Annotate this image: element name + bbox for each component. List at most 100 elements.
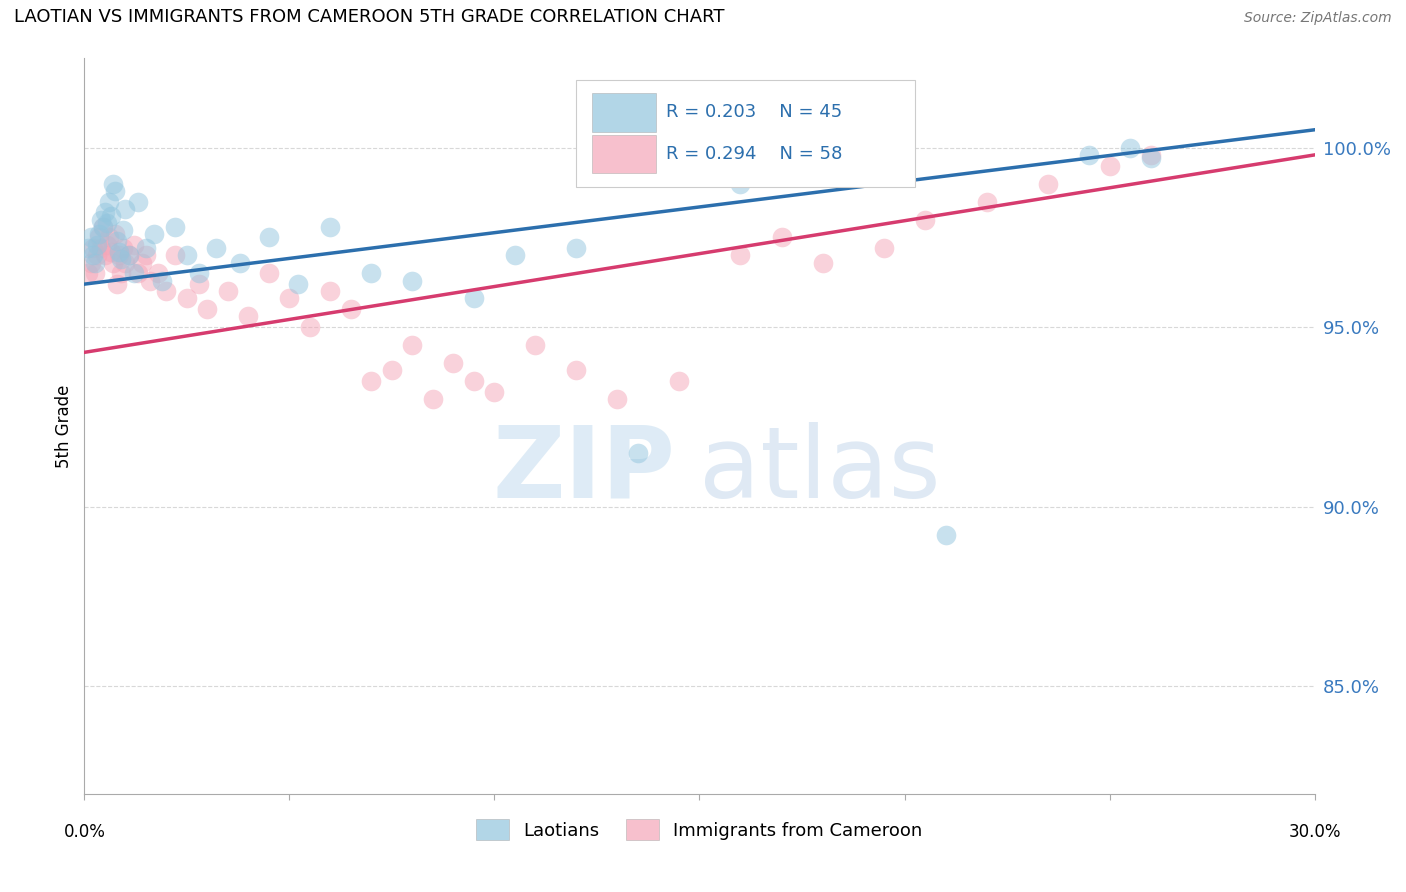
Point	[1078, 148, 1101, 162]
Point	[1036, 177, 1059, 191]
Point	[112, 241, 135, 255]
Point	[100, 209, 122, 223]
Point	[135, 241, 157, 255]
Text: Source: ZipAtlas.com: Source: ZipAtlas.com	[1244, 12, 1392, 25]
Text: R = 0.294    N = 58: R = 0.294 N = 58	[666, 145, 842, 162]
Point	[443, 356, 465, 370]
Point	[114, 255, 136, 269]
Point	[150, 274, 173, 288]
Point	[77, 241, 100, 255]
Point	[770, 230, 793, 244]
Point	[101, 255, 124, 269]
Point	[110, 266, 132, 280]
Point	[257, 266, 280, 280]
Point	[340, 302, 363, 317]
Point	[565, 241, 588, 255]
Point	[118, 248, 141, 262]
Point	[122, 266, 145, 280]
Point	[229, 255, 252, 269]
Text: R = 0.203    N = 45: R = 0.203 N = 45	[666, 103, 842, 121]
Point	[217, 285, 239, 299]
Point	[176, 248, 198, 262]
Point	[730, 248, 752, 262]
Point	[360, 266, 382, 280]
Point	[503, 248, 526, 262]
Point	[122, 237, 145, 252]
Point	[163, 248, 186, 262]
Point	[135, 248, 157, 262]
Point	[101, 177, 124, 191]
Point	[627, 446, 650, 460]
Point	[77, 266, 100, 280]
Point	[127, 266, 149, 280]
Point	[730, 177, 752, 191]
Point	[79, 255, 101, 269]
Point	[82, 248, 104, 262]
Point	[360, 374, 382, 388]
FancyBboxPatch shape	[592, 135, 657, 173]
Point	[96, 216, 118, 230]
Point	[79, 230, 101, 244]
Point	[1098, 159, 1121, 173]
Point	[976, 194, 998, 209]
Point	[463, 292, 485, 306]
Point	[298, 320, 321, 334]
Point	[94, 205, 117, 219]
Point	[278, 292, 301, 306]
Text: LAOTIAN VS IMMIGRANTS FROM CAMEROON 5TH GRADE CORRELATION CHART: LAOTIAN VS IMMIGRANTS FROM CAMEROON 5TH …	[14, 8, 724, 26]
Point	[94, 248, 117, 262]
Point	[108, 248, 131, 262]
Point	[118, 248, 141, 262]
Legend: Laotians, Immigrants from Cameroon: Laotians, Immigrants from Cameroon	[470, 812, 929, 847]
Point	[100, 244, 122, 259]
Point	[319, 285, 342, 299]
Text: 30.0%: 30.0%	[1288, 823, 1341, 841]
Point	[257, 230, 280, 244]
Point	[91, 219, 114, 234]
Point	[112, 223, 135, 237]
Point	[176, 292, 198, 306]
Point	[90, 241, 112, 255]
Point	[197, 302, 219, 317]
Point	[401, 338, 423, 352]
Point	[524, 338, 547, 352]
Point	[98, 230, 120, 244]
Point	[86, 237, 108, 252]
Point	[155, 285, 177, 299]
Point	[108, 244, 131, 259]
Point	[139, 274, 162, 288]
Point	[873, 241, 896, 255]
Point	[105, 234, 128, 248]
Point	[110, 252, 132, 266]
Point	[565, 363, 588, 377]
Point	[238, 310, 260, 324]
Point	[422, 392, 444, 406]
Point	[188, 277, 211, 292]
Point	[91, 219, 114, 234]
Point	[83, 266, 105, 280]
Point	[90, 212, 112, 227]
Point	[401, 274, 423, 288]
Y-axis label: 5th Grade: 5th Grade	[55, 384, 73, 467]
Point	[811, 255, 834, 269]
Point	[914, 212, 936, 227]
Point	[104, 184, 127, 198]
Point	[87, 230, 110, 244]
Point	[790, 159, 813, 173]
Text: 0.0%: 0.0%	[63, 823, 105, 841]
Point	[204, 241, 226, 255]
Point	[87, 227, 110, 241]
Point	[114, 202, 136, 216]
Point	[1139, 152, 1161, 166]
Point	[96, 237, 118, 252]
Point	[1119, 141, 1142, 155]
Point	[381, 363, 404, 377]
Point	[104, 227, 127, 241]
Text: ZIP: ZIP	[492, 422, 675, 518]
Point	[188, 266, 211, 280]
Point	[287, 277, 309, 292]
Point	[148, 266, 170, 280]
Point	[131, 255, 153, 269]
Text: atlas: atlas	[700, 422, 941, 518]
Point	[98, 194, 120, 209]
